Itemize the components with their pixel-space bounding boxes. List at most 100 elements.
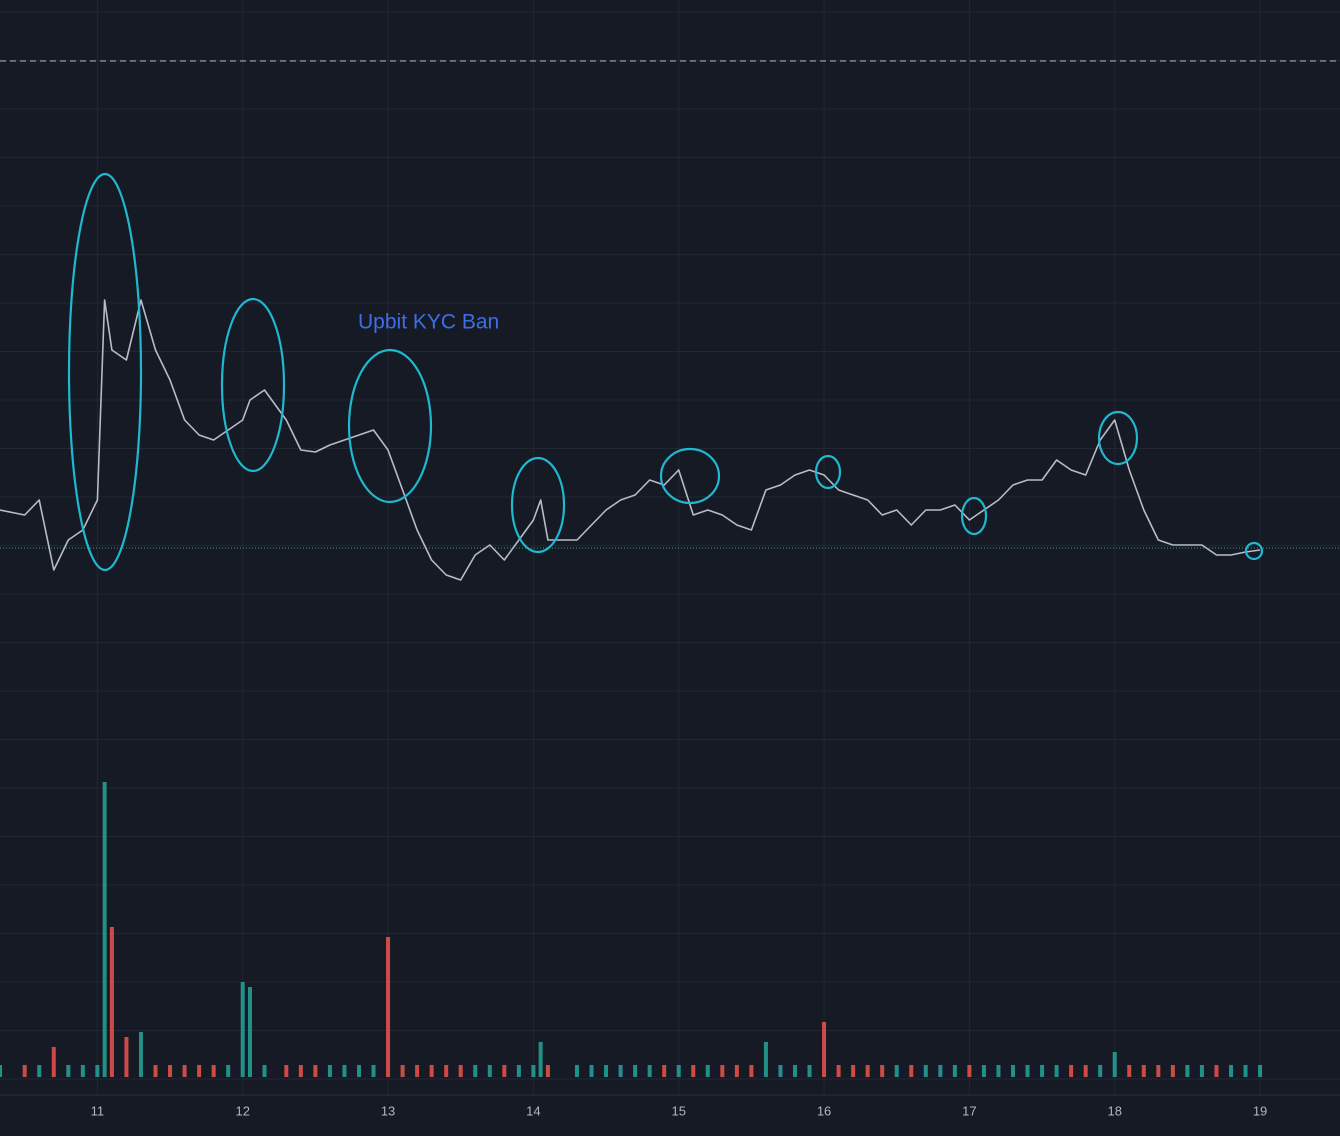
x-tick-label: 18	[1107, 1103, 1121, 1118]
circle	[814, 454, 842, 490]
volume-bar	[720, 1065, 725, 1077]
volume-bar	[342, 1065, 347, 1077]
volume-bar	[1199, 1065, 1204, 1077]
volume-bar	[662, 1065, 667, 1077]
volume-bar	[1025, 1065, 1030, 1077]
volume-bar	[865, 1065, 870, 1077]
x-tick-label: 19	[1253, 1103, 1267, 1118]
volume-bar	[197, 1065, 202, 1077]
circle	[220, 297, 286, 473]
volume-bar	[400, 1065, 405, 1077]
volume-bar	[298, 1065, 303, 1077]
volume-bar	[313, 1065, 318, 1077]
volume-bar	[792, 1065, 797, 1077]
volume-bar	[967, 1065, 972, 1077]
volume-bar	[444, 1065, 449, 1077]
volume-bar	[778, 1065, 783, 1077]
volume-bar	[429, 1065, 434, 1077]
volume-bar	[763, 1042, 768, 1077]
x-tick-label: 12	[235, 1103, 249, 1118]
volume-bar	[981, 1065, 986, 1077]
volume-bar	[124, 1037, 129, 1077]
volume-bar	[386, 937, 391, 1077]
volume-bar	[487, 1065, 492, 1077]
volume-bar	[51, 1047, 56, 1077]
volume-bar	[95, 1065, 100, 1077]
volume-bar	[153, 1065, 158, 1077]
volume-bar	[211, 1065, 216, 1077]
volume-bar	[909, 1065, 914, 1077]
volume-bar	[1156, 1065, 1161, 1077]
volume-bar	[938, 1065, 943, 1077]
volume-bar	[647, 1065, 652, 1077]
volume-bar	[1040, 1065, 1045, 1077]
volume-bar	[226, 1065, 231, 1077]
volume-bar	[371, 1065, 376, 1077]
annotation-text: Upbit KYC Ban	[358, 311, 499, 334]
volume-bar	[691, 1065, 696, 1077]
circle	[347, 348, 433, 504]
volume-bar	[66, 1065, 71, 1077]
circle	[1244, 541, 1264, 561]
volume-bar	[1054, 1065, 1059, 1077]
volume-bar	[458, 1065, 463, 1077]
volume-bar	[589, 1065, 594, 1077]
volume-bar	[1141, 1065, 1146, 1077]
volume-bar	[284, 1065, 289, 1077]
volume-bar	[415, 1065, 420, 1077]
volume-bar	[1083, 1065, 1088, 1077]
volume-bar	[705, 1065, 710, 1077]
volume-bar	[22, 1065, 27, 1077]
price-line-series	[0, 299, 1261, 581]
volume-bar	[327, 1065, 332, 1077]
volume-bar	[1243, 1065, 1248, 1077]
volume-bar	[807, 1065, 812, 1077]
volume-bar	[109, 927, 114, 1077]
volume-bar	[1112, 1052, 1117, 1077]
volume-bar	[880, 1065, 885, 1077]
volume-bar	[996, 1065, 1001, 1077]
circle	[67, 172, 143, 572]
volume-bar	[1010, 1065, 1015, 1077]
volume-bar	[531, 1065, 536, 1077]
volume-bar	[262, 1065, 267, 1077]
volume-bar	[604, 1065, 609, 1077]
volume-bar	[1127, 1065, 1132, 1077]
volume-bar	[516, 1065, 521, 1077]
volume-bar	[538, 1042, 543, 1077]
volume-bar	[80, 1065, 85, 1077]
volume-bar	[1170, 1065, 1175, 1077]
volume-bar	[502, 1065, 507, 1077]
volume-bar	[836, 1065, 841, 1077]
x-tick-label: 14	[526, 1103, 540, 1118]
volume-bar	[1098, 1065, 1103, 1077]
volume-bar	[545, 1065, 550, 1077]
volume-bar	[923, 1065, 928, 1077]
volume-bar	[822, 1022, 827, 1077]
circle	[510, 456, 566, 554]
volume-bar	[473, 1065, 478, 1077]
volume-bar	[182, 1065, 187, 1077]
volume-bar	[0, 1065, 2, 1077]
volume-bar	[1185, 1065, 1190, 1077]
volume-bar	[851, 1065, 856, 1077]
volume-bar	[37, 1065, 42, 1077]
volume-bar	[356, 1065, 361, 1077]
volume-bar	[676, 1065, 681, 1077]
volume-bar	[618, 1065, 623, 1077]
volume-bar	[574, 1065, 579, 1077]
volume-bar	[952, 1065, 957, 1077]
volume-bar	[894, 1065, 899, 1077]
volume-bar	[168, 1065, 173, 1077]
volume-bar	[102, 782, 107, 1077]
volume-bar	[749, 1065, 754, 1077]
volume-bar	[247, 987, 252, 1077]
volume-bar	[1214, 1065, 1219, 1077]
x-axis: 11 12 13 14 15 16 17 18 19	[0, 1094, 1340, 1118]
x-tick-label: 11	[91, 1103, 105, 1118]
volume-bar	[138, 1032, 143, 1077]
grid	[0, 0, 1340, 1095]
